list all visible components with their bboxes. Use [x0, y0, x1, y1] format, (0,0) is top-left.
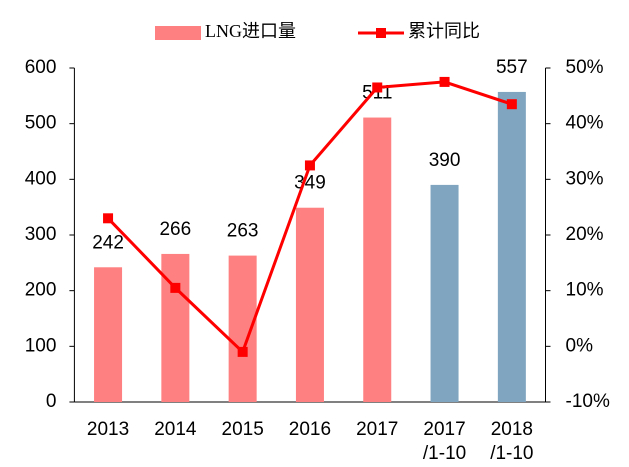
y2-tick-label: 30% — [566, 168, 604, 189]
y2-tick-label: 50% — [566, 57, 604, 78]
x-tick-label: 2018/1-10 — [490, 419, 533, 464]
x-tick-label: 2014 — [154, 419, 197, 440]
x-tick-label: 2017 — [356, 419, 398, 440]
y-tick-label: 200 — [25, 280, 57, 301]
legend-label: 累计同比 — [408, 21, 480, 41]
x-tick-label: 2017/1-10 — [423, 419, 466, 464]
line-marker — [304, 160, 315, 171]
bar — [295, 207, 324, 402]
legend-swatch — [155, 26, 201, 40]
legend-marker — [376, 28, 386, 38]
y-tick-label: 400 — [25, 168, 57, 189]
bar-value-label: 263 — [227, 221, 259, 242]
y-tick-label: 100 — [25, 335, 57, 356]
bar — [94, 267, 123, 402]
y2-tick-label: 40% — [566, 113, 604, 134]
bar-value-label: 390 — [429, 150, 461, 171]
line-marker — [506, 99, 517, 110]
y-tick-label: 300 — [25, 224, 57, 245]
y-tick-label: 600 — [25, 57, 57, 78]
x-tick-label: 2013 — [87, 419, 129, 440]
bar-value-label: 242 — [92, 232, 124, 253]
x-tick-label: 2016 — [289, 419, 331, 440]
y2-tick-label: -10% — [566, 391, 610, 412]
bar-value-label: 557 — [496, 57, 528, 78]
y-tick-label: 0 — [46, 391, 57, 412]
x-tick-label: 2015 — [222, 419, 264, 440]
line-marker — [439, 76, 450, 87]
bar-value-label: 349 — [294, 173, 326, 194]
line-marker — [103, 213, 114, 224]
legend-label: LNG进口量 — [205, 21, 296, 41]
bar-value-label: 266 — [159, 219, 191, 240]
bar — [363, 117, 392, 402]
y2-tick-label: 20% — [566, 224, 604, 245]
bar — [430, 184, 459, 402]
line-marker — [170, 282, 181, 293]
y2-tick-label: 10% — [566, 280, 604, 301]
line-marker — [237, 346, 248, 357]
y-tick-label: 500 — [25, 113, 57, 134]
line-marker — [372, 82, 383, 93]
y2-tick-label: 0% — [566, 335, 594, 356]
bar — [497, 91, 526, 402]
